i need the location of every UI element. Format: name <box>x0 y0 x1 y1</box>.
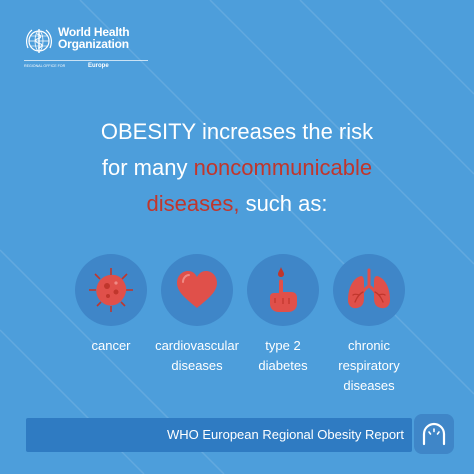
headline-line2-prefix: for many <box>101 155 194 180</box>
report-logo-badge[interactable] <box>414 414 454 454</box>
report-title: WHO European Regional Obesity Report <box>166 427 404 442</box>
headline-line2: for many noncommunicable <box>20 150 454 186</box>
lungs-icon <box>348 268 390 309</box>
disease-label: cancer <box>66 336 156 356</box>
who-name-line2: Organization <box>58 37 129 51</box>
disease-label-line: diabetes <box>258 358 308 373</box>
disease-label-line: diseases <box>171 358 223 373</box>
disease-label-line: type 2 <box>265 338 301 353</box>
who-logo[interactable]: World Health Organization REGIONAL OFFIC… <box>24 24 148 69</box>
disease-label: cardiovascular diseases <box>152 336 242 376</box>
disease-label-line: respiratory <box>338 358 400 373</box>
disease-item-cancer: cancer <box>66 254 156 356</box>
disease-label-line: diseases <box>343 378 395 393</box>
disease-item-cardiovascular: cardiovascular diseases <box>152 254 242 376</box>
disease-icon-circle <box>333 254 405 326</box>
disease-icon-circle <box>247 254 319 326</box>
finger-prick-icon <box>270 267 297 312</box>
disease-label: chronic respiratory diseases <box>324 336 414 396</box>
report-title-bar[interactable]: WHO European Regional Obesity Report <box>26 418 412 452</box>
disease-label-line: chronic <box>348 338 390 353</box>
disease-label: type 2 diabetes <box>238 336 328 376</box>
heart-icon <box>177 271 217 308</box>
disease-list: cancer cardiovascular diseases <box>70 254 410 404</box>
who-name-line1: World Health <box>58 25 130 39</box>
logo-divider <box>24 60 148 61</box>
headline-line3: diseases, such as: <box>20 186 454 222</box>
headline-line3-suffix: such as: <box>239 191 328 216</box>
headline-line1: OBESITY increases the risk <box>100 119 374 144</box>
regional-office-label: REGIONAL OFFICE FOR <box>24 64 66 68</box>
who-organization-name: World Health Organization <box>58 26 154 50</box>
disease-label-line: cardiovascular <box>155 338 239 353</box>
disease-icon-circle <box>75 254 147 326</box>
un-emblem-icon <box>26 29 52 53</box>
headline-accent-noncommunicable: noncommunicable <box>193 155 373 180</box>
headline-accent-diseases: diseases, <box>146 191 240 216</box>
disease-item-respiratory: chronic respiratory diseases <box>324 254 414 396</box>
region-name: Europe <box>88 63 109 69</box>
disease-icon-circle <box>161 254 233 326</box>
disease-label-line: cancer <box>91 338 131 353</box>
headline: OBESITY increases the risk for many nonc… <box>20 114 454 222</box>
disease-item-diabetes: type 2 diabetes <box>238 254 328 376</box>
scale-gauge-icon <box>422 422 446 446</box>
cancer-cell-icon <box>89 268 133 312</box>
